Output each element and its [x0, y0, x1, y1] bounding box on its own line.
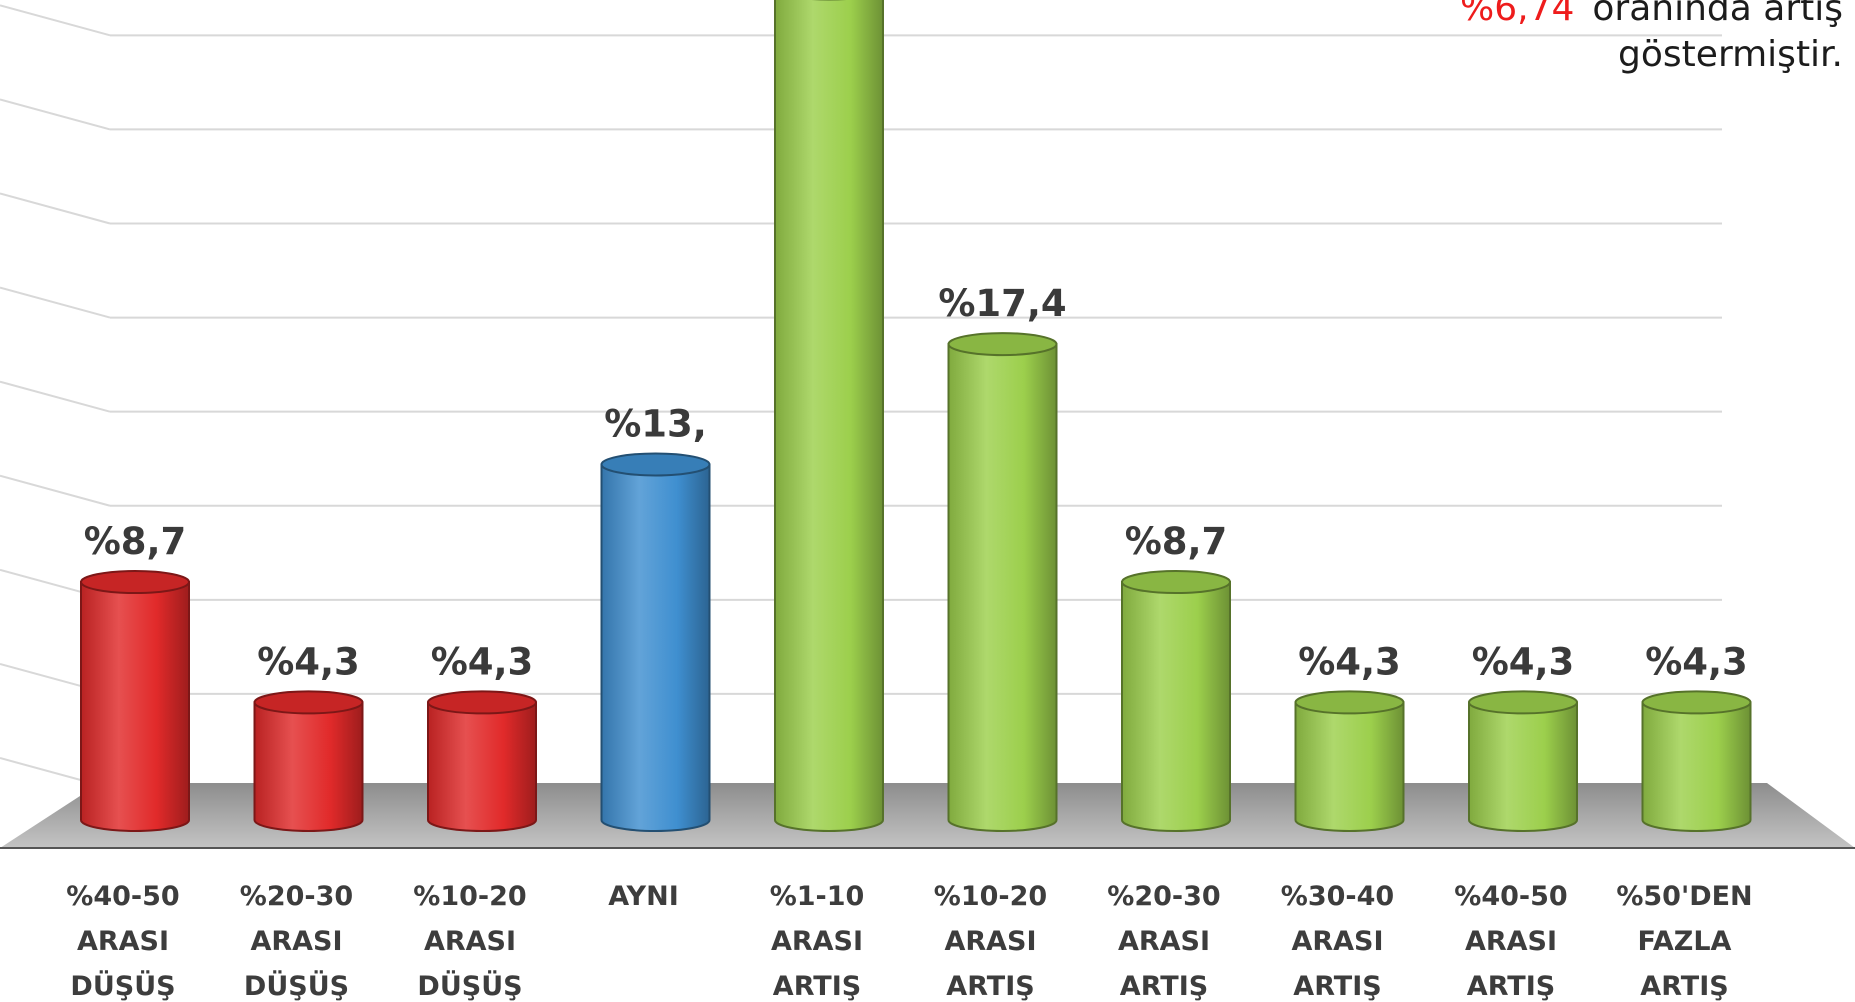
annotation-text: %6,74 oranında artış göstermiştir. [1460, 0, 1843, 78]
category-label: ARASI [771, 926, 863, 957]
bar-1 [253, 690, 364, 832]
bar-top [1641, 690, 1752, 715]
data-label: %4,3 [431, 640, 534, 683]
data-label: %8,7 [84, 520, 187, 563]
gridline-side [0, 98, 111, 131]
bar-body [1121, 581, 1231, 832]
annotation-line-2: göstermiştir. [1618, 34, 1843, 75]
data-label: %4,3 [1298, 640, 1401, 683]
category-label: ARTIŞ [1467, 971, 1555, 1002]
category-label: ARASI [250, 926, 342, 957]
data-label: %8,7 [1125, 520, 1228, 563]
category-labels: %40-50 ARASI DÜŞÜŞ %20-30 ARASI DÜŞÜŞ %10-20 AR… [66, 881, 1752, 1002]
bar-top [947, 332, 1058, 357]
bar-7 [1294, 690, 1405, 832]
data-label: %4,3 [1645, 640, 1748, 683]
bar-body [253, 701, 364, 832]
data-label: %4,3 [1472, 640, 1575, 683]
category-label: ARASI [1291, 926, 1383, 957]
bar-body [600, 463, 711, 832]
category-label: ARTIŞ [773, 971, 861, 1002]
bar-0 [80, 570, 190, 832]
bar-6 [1121, 570, 1231, 832]
value-labels: %8,7%4,3%4,3%13,%30,4%17,4%8,7%4,3%4,3%4… [84, 282, 1748, 683]
category-label: %50'DEN [1616, 881, 1752, 912]
bar-4 [774, 0, 884, 832]
gridlines [0, 4, 1722, 789]
annotation-line-1: %6,74 oranında artış [1460, 0, 1843, 32]
gridline-side [0, 474, 111, 507]
category-label: ARASI [77, 926, 169, 957]
gridline-side [0, 380, 111, 413]
bars [80, 0, 1752, 832]
category-label: ARASI [1118, 926, 1210, 957]
category-label: FAZLA [1638, 926, 1732, 957]
bar-top [1121, 570, 1231, 595]
data-label: %4,3 [257, 640, 360, 683]
bar-top [427, 690, 537, 715]
category-label: ARASI [1465, 926, 1557, 957]
category-label: %40-50 [1454, 881, 1567, 912]
category-label: %10-20 [413, 881, 526, 912]
gridline-side [0, 192, 111, 225]
bar-body [1294, 701, 1405, 832]
gridline-side [0, 4, 111, 37]
annotation-highlight: %6,74 [1460, 0, 1575, 29]
bar-body [947, 343, 1058, 832]
bar-body [1641, 701, 1752, 832]
bar-2 [427, 690, 537, 832]
bar-8 [1468, 690, 1578, 832]
category-label: %10-20 [934, 881, 1047, 912]
bar-body [427, 701, 537, 832]
bar-top [1294, 690, 1405, 715]
bar-3 [600, 452, 711, 832]
category-label: DÜŞÜŞ [417, 969, 522, 1002]
category-label: %30-40 [1281, 881, 1394, 912]
bar-body [80, 581, 190, 832]
category-label: AYNI [608, 881, 679, 912]
bar-9 [1641, 690, 1752, 832]
bar-body [1468, 701, 1578, 832]
bar-5 [947, 332, 1058, 832]
category-label: %20-30 [1107, 881, 1220, 912]
category-label: %1-10 [770, 881, 865, 912]
annotation-line-1-rest: oranında artış [1592, 0, 1843, 29]
bar-top [1468, 690, 1578, 715]
data-label: %13, [604, 402, 707, 445]
category-label: %40-50 [66, 881, 179, 912]
bar-top [253, 690, 364, 715]
category-label: ARASI [944, 926, 1036, 957]
category-label: ARTIŞ [946, 971, 1034, 1002]
category-label: DÜŞÜŞ [70, 969, 175, 1002]
category-label: %20-30 [240, 881, 353, 912]
bar-body [774, 0, 884, 832]
category-label: ARASI [424, 926, 516, 957]
category-label: ARTIŞ [1640, 971, 1728, 1002]
bar-top [600, 452, 711, 477]
category-label: ARTIŞ [1120, 971, 1208, 1002]
data-label: %17,4 [938, 282, 1066, 325]
category-label: ARTIŞ [1293, 971, 1381, 1002]
bar-top [80, 570, 190, 595]
category-label: DÜŞÜŞ [244, 969, 349, 1002]
gridline-side [0, 286, 111, 319]
